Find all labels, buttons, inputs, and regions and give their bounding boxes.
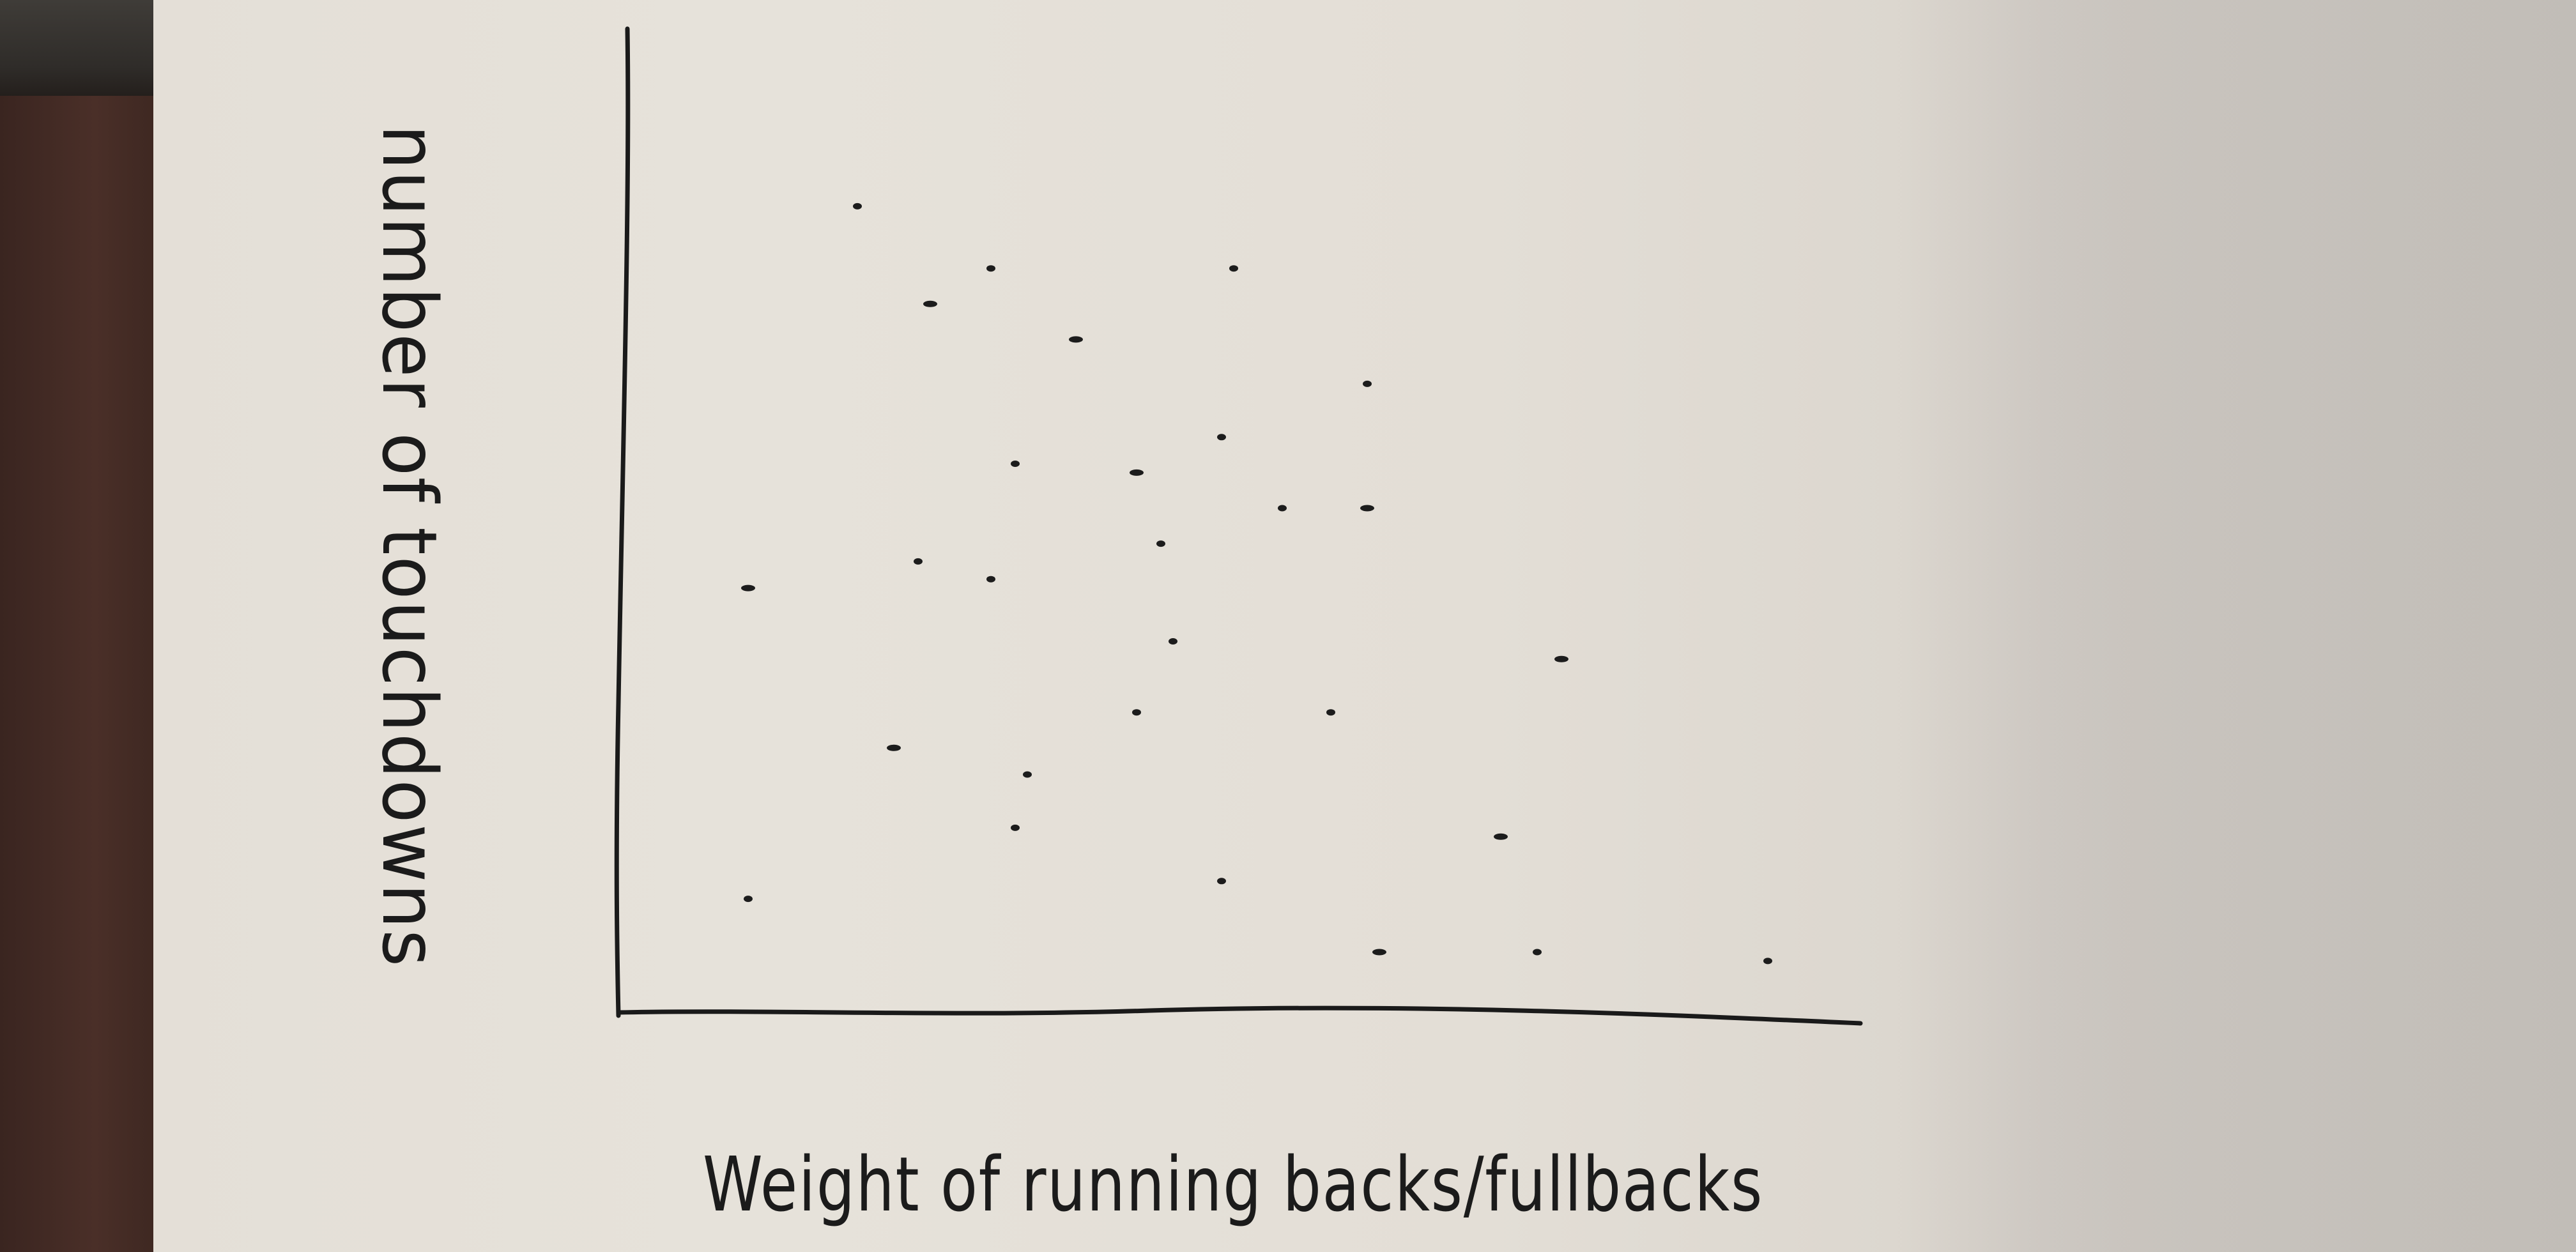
scatter-point (1554, 655, 1568, 662)
scatter-point (986, 265, 995, 272)
table-corner-object (0, 0, 157, 96)
scatter-point (853, 202, 862, 210)
scatter-point (1217, 878, 1226, 885)
paper-sheet (153, 0, 2576, 1252)
wooden-table-edge (0, 0, 172, 1252)
scatter-point (1156, 540, 1165, 547)
scatter-point (1278, 505, 1287, 512)
scatter-point (1372, 949, 1386, 956)
scatter-point (887, 744, 901, 751)
scatter-point (1011, 461, 1020, 467)
scatter-point (1360, 505, 1374, 512)
scatter-point (923, 300, 937, 307)
scatter-point (1763, 958, 1772, 965)
scatter-point (1494, 833, 1508, 840)
scatter-point (1169, 638, 1177, 645)
scatter-point (914, 558, 923, 565)
scatter-point (1011, 824, 1020, 831)
scatter-points (741, 202, 1772, 965)
scatter-point (1363, 380, 1372, 387)
scatter-point (1023, 771, 1032, 778)
scatter-point (1132, 709, 1141, 716)
scatter-point (986, 576, 995, 583)
scatter-point (1130, 469, 1144, 476)
scatter-point (741, 584, 755, 592)
scatter-point (1533, 949, 1542, 956)
scatter-point (1069, 336, 1083, 343)
scatter-point (744, 896, 753, 903)
scatter-point (1229, 265, 1238, 272)
y-axis-line (614, 26, 631, 1018)
y-axis-label: number of touchdowns (365, 125, 454, 968)
paper-shadow (1891, 0, 2576, 1252)
x-axis-line (616, 1005, 1863, 1026)
scatter-point (1326, 709, 1335, 716)
x-axis-label: Weight of running backs/fullbacks (703, 1140, 1763, 1228)
scatter-point (1217, 434, 1226, 441)
